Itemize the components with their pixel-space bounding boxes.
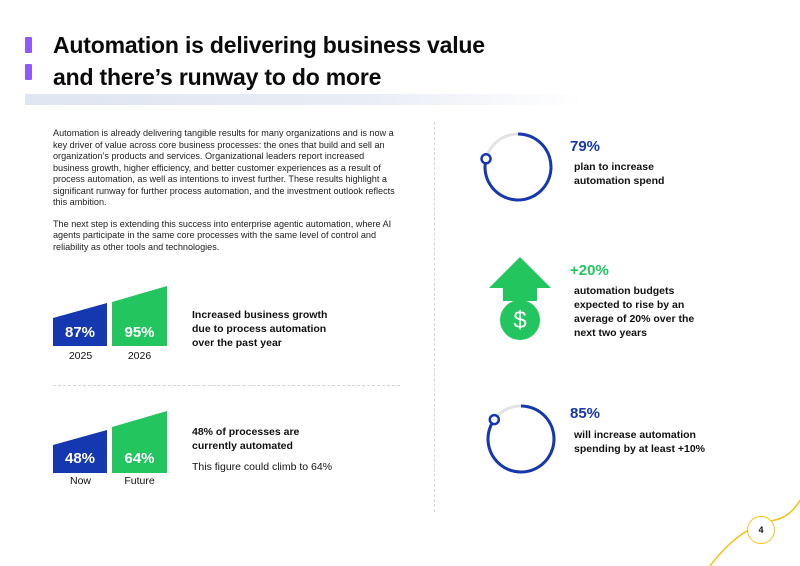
growth-bar-2025-label: 2025 [68,350,93,362]
stat-increase-line1: will increase automation [574,429,696,441]
stat-increase-line2: spending by at least +10% [574,443,706,455]
stat-increase-value: 85% [570,405,601,422]
dollar-sign-icon: $ [513,307,526,334]
stat-increase-text: will increase automation spending by at … [574,428,705,456]
growth-bar-2025 [53,303,107,346]
processes-bar-now-value: 48% [64,450,96,467]
stat-budget-line3: average of 20% over the [574,313,695,325]
decorative-curve [709,499,800,566]
processes-bar-future [112,411,167,473]
processes-note: This figure could climb to 64% [192,461,333,473]
growth-desc-line2: due to process automation [192,323,327,335]
growth-bars-graphic [53,286,167,346]
processes-bars-graphic [53,411,167,473]
stat-budget-line2: expected to rise by an [574,299,685,311]
processes-desc-line1: 48% of processes are [192,426,300,438]
growth-desc-line1: Increased business growth [192,309,328,321]
growth-desc-line3: over the past year [192,337,282,349]
processes-bar-future-label: Future [124,475,155,487]
processes-description: 48% of processes are currently automated [192,425,299,453]
stat-budget-line4: next two years [574,327,647,339]
growth-bar-2026 [112,286,167,346]
vertical-divider [434,122,435,512]
up-arrow-icon [489,257,551,301]
page-title-line2: and there’s runway to do more [53,64,382,90]
stat-budget-value: +20% [570,262,609,279]
ring-fill-arc [483,132,553,202]
processes-bar-now-label: Now [69,475,91,487]
stat-spend-line1: plan to increase [574,161,654,173]
budget-rise-icon: $ [489,257,551,340]
intro-text: Automation is already delivering tangibl… [53,128,398,263]
processes-bar-now [53,430,107,473]
growth-bar-2026-label: 2026 [127,350,152,362]
increase-progress-ring [486,404,556,474]
processes-bar-future-value: 64% [124,450,155,467]
growth-description: Increased business growth due to process… [192,308,327,350]
title-accent-bar-1 [25,37,32,53]
spend-progress-ring [480,132,553,202]
title-accent-bar-2 [25,64,32,80]
page-title-line1: Automation is delivering business value [53,32,485,58]
growth-bar-2025-value: 87% [64,324,96,341]
stat-spend-value: 79% [570,138,601,155]
stat-budget-line1: automation budgets [574,285,675,297]
stat-spend-text: plan to increase automation spend [574,160,664,188]
growth-bar-2026-value: 95% [124,324,155,341]
horizontal-divider [53,385,400,386]
ring-end-marker [480,153,492,165]
corner-decoration [709,499,800,566]
dollar-coin-icon [500,300,540,340]
processes-desc-line2: currently automated [192,440,293,452]
stat-budget-text: automation budgets expected to rise by a… [574,284,694,340]
intro-paragraph-1: Automation is already delivering tangibl… [53,128,395,207]
page-title: Automation is delivering business value … [53,29,485,93]
header-band [25,94,585,105]
intro-paragraph-2: The next step is extending this success … [53,218,392,252]
page-number: 4 [747,516,775,544]
ring-fill-arc [486,404,556,474]
ring-end-marker [488,413,501,426]
stat-spend-line2: automation spend [574,175,665,187]
